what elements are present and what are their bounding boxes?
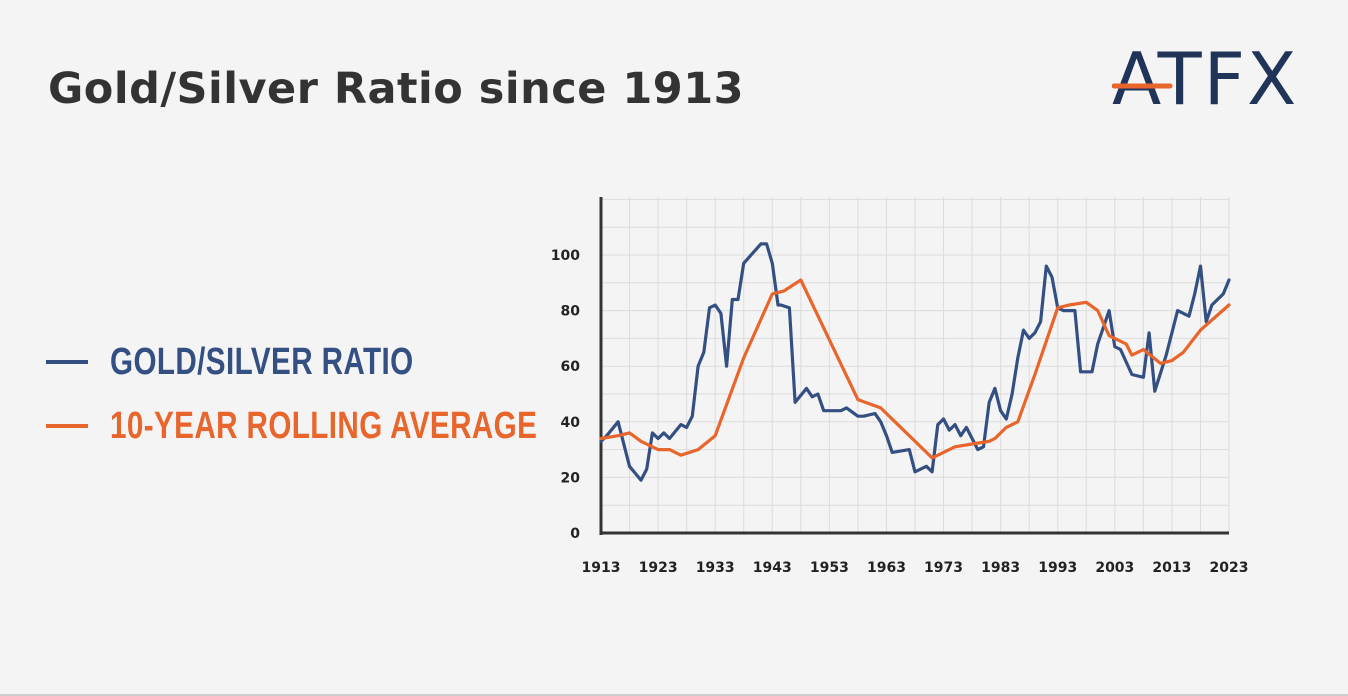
logo-text: ATFX	[1112, 40, 1298, 114]
legend-swatch-ratio	[46, 360, 88, 364]
x-tick-label: 2013	[1152, 560, 1191, 576]
legend-item-ratio: GOLD/SILVER RATIO	[46, 330, 658, 394]
x-tick-label: 1963	[867, 560, 906, 576]
page-title: Gold/Silver Ratio since 1913	[48, 64, 745, 114]
legend-label-average: 10-YEAR ROLLING AVERAGE	[110, 404, 538, 447]
x-tick-label: 1943	[753, 560, 792, 576]
y-tick-label: 0	[570, 526, 580, 542]
atfx-logo-graphic: ATFX	[1111, 37, 1298, 121]
x-tick-label: 1993	[1038, 560, 1077, 576]
bottom-divider	[0, 694, 1348, 696]
atfx-logo: ATFX	[1111, 37, 1312, 121]
y-tick-label: 100	[551, 248, 580, 264]
legend-swatch-average	[46, 424, 88, 428]
x-tick-label: 2023	[1210, 560, 1249, 576]
legend-item-average: 10-YEAR ROLLING AVERAGE	[46, 394, 658, 458]
y-tick-label: 40	[561, 415, 581, 431]
series-line-rolling-average	[599, 278, 1231, 460]
chart-axes	[599, 197, 1229, 535]
y-tick-label: 60	[561, 359, 581, 375]
chart-tick-labels: 0 20 40 60 80 100 1913 1923 1933 1943 1953 1963 1973…	[551, 248, 1249, 576]
series-line-gold-silver-ratio	[599, 242, 1231, 482]
x-tick-label: 1933	[696, 560, 735, 576]
x-tick-label: 1973	[924, 560, 963, 576]
x-tick-label: 1923	[639, 560, 678, 576]
y-tick-label: 80	[561, 304, 581, 320]
chart-series	[599, 242, 1231, 482]
y-tick-label: 20	[561, 470, 581, 486]
legend-label-ratio: GOLD/SILVER RATIO	[110, 340, 414, 383]
x-tick-label: 1983	[981, 560, 1020, 576]
chart-grid	[601, 197, 1230, 533]
x-tick-label: 1953	[810, 560, 849, 576]
x-tick-label: 2003	[1095, 560, 1134, 576]
x-tick-label: 1913	[582, 560, 621, 576]
legend: GOLD/SILVER RATIO 10-YEAR ROLLING AVERAG…	[46, 330, 658, 458]
